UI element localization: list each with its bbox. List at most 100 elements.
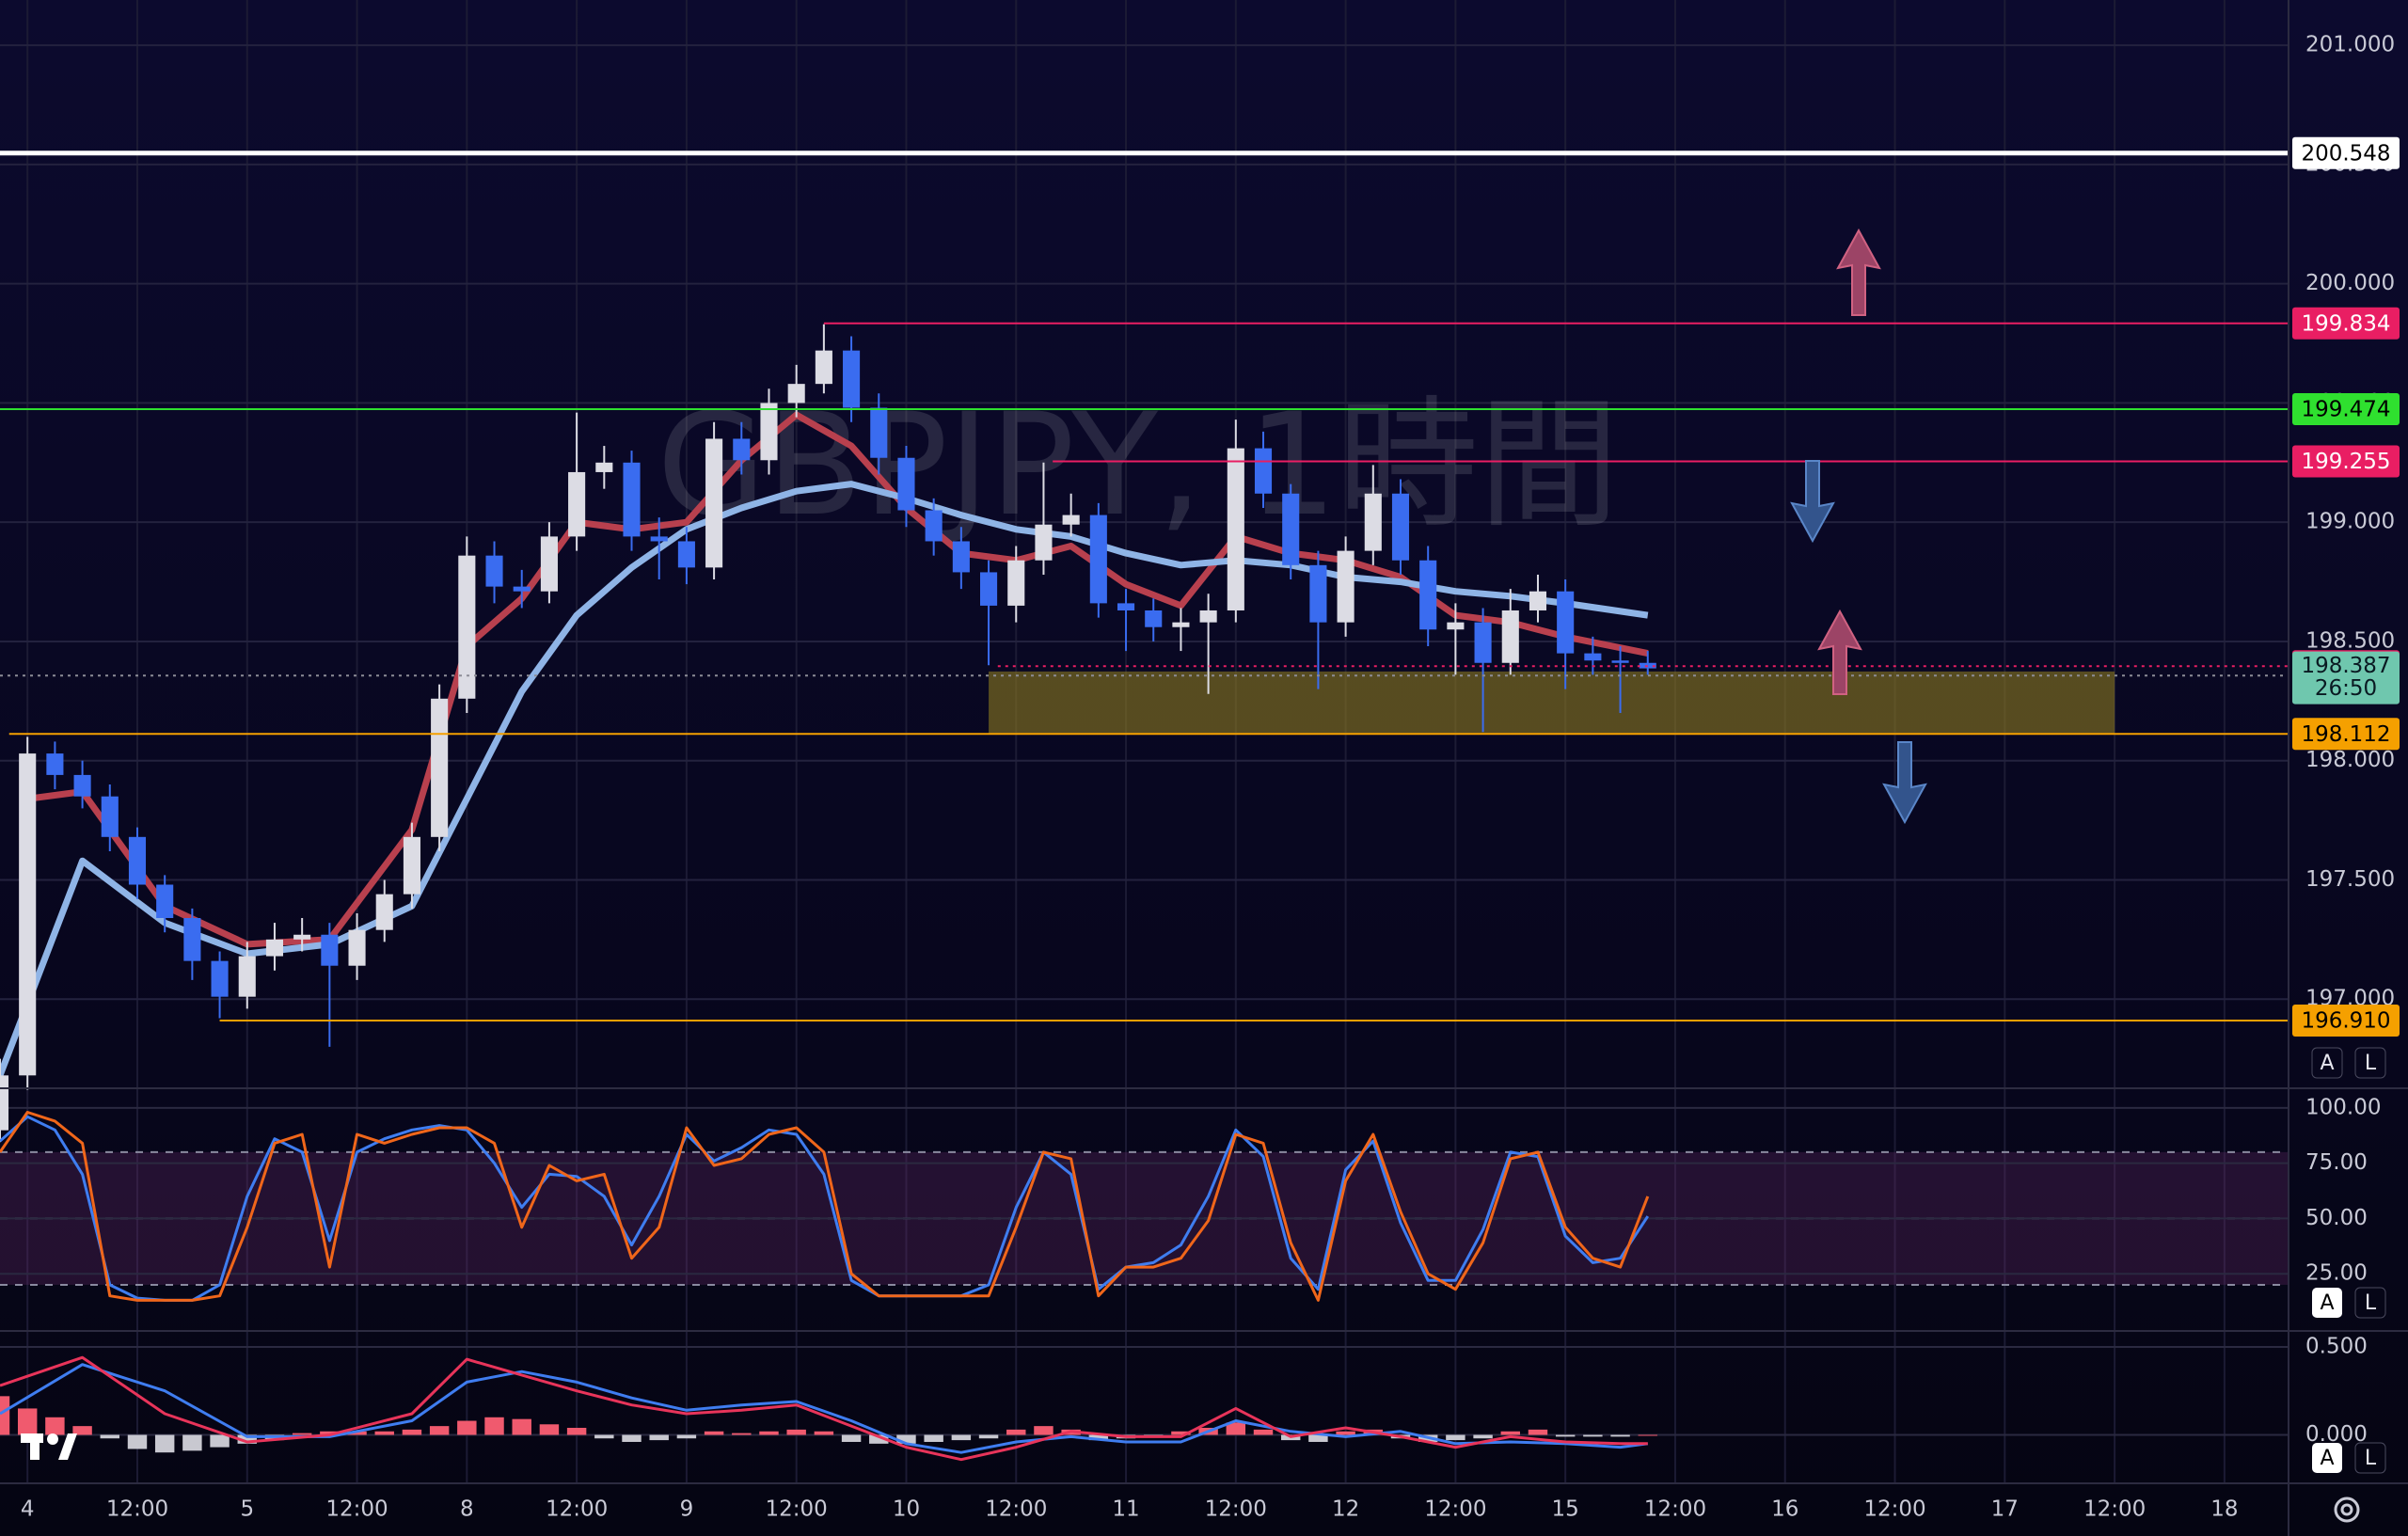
log-button[interactable] <box>2354 1287 2386 1319</box>
y-tick-label: 100.00 <box>2305 1095 2381 1119</box>
price-badge <box>2292 1005 2400 1037</box>
x-tick-label: 17 <box>1991 1497 2019 1522</box>
last-price-badge <box>2292 651 2400 705</box>
histogram-bar <box>649 1434 669 1441</box>
histogram-bar <box>17 1408 38 1435</box>
x-tick-label: 5 <box>240 1497 254 1522</box>
histogram-bar <box>402 1429 422 1435</box>
candle-body <box>321 934 339 966</box>
x-tick-label: 8 <box>460 1497 474 1522</box>
settings-button[interactable] <box>2334 1496 2360 1523</box>
log-button[interactable] <box>2354 1442 2386 1474</box>
last-price-label: 198.387 <box>2301 654 2390 678</box>
candle-body <box>431 698 449 837</box>
indicator-line <box>0 1111 1650 1302</box>
candle-body <box>293 934 311 940</box>
candle-body <box>1584 653 1602 661</box>
candle-body <box>705 438 723 568</box>
histogram-bar <box>1006 1429 1026 1435</box>
candle-body <box>458 555 476 699</box>
price-badge <box>2292 393 2400 426</box>
x-tick-label: 12 <box>1332 1497 1359 1522</box>
candle-body <box>211 960 229 997</box>
candle-body <box>733 438 751 461</box>
x-tick-label: 12:00 <box>1644 1497 1706 1522</box>
auto-label[interactable]: A <box>2320 1447 2334 1470</box>
up-arrow <box>1817 609 1862 695</box>
x-tick-label: 12:00 <box>985 1497 1047 1522</box>
histogram-bar <box>676 1434 697 1439</box>
candle-body <box>348 929 366 966</box>
histogram-bar <box>1473 1434 1493 1439</box>
histogram-bar <box>732 1433 752 1435</box>
auto-button[interactable] <box>2312 1288 2342 1318</box>
histogram-bar <box>374 1431 394 1435</box>
x-tick-label: 12:00 <box>1205 1497 1267 1522</box>
price-badge-label: 198.112 <box>2301 722 2390 747</box>
candle-body <box>403 836 420 895</box>
price-badge <box>2292 307 2400 340</box>
candle-body <box>595 462 613 472</box>
log-button[interactable] <box>2354 1047 2386 1079</box>
log-label[interactable]: L <box>2365 1291 2377 1315</box>
candle-body <box>1391 493 1410 561</box>
histogram-bar <box>924 1434 943 1442</box>
histogram-bar <box>1088 1434 1109 1441</box>
candle-body <box>46 753 64 775</box>
y-tick-label: 0.000 <box>2305 1422 2368 1447</box>
candle-body <box>73 774 91 797</box>
y-tick-label: 25.00 <box>2305 1261 2368 1286</box>
candle-body <box>1117 603 1135 610</box>
candle-body <box>815 350 832 385</box>
price-badge-label: 199.474 <box>2301 398 2390 422</box>
histogram-bar <box>127 1434 148 1449</box>
candle-body <box>952 541 970 573</box>
candle-body <box>540 536 558 592</box>
x-tick-label: 16 <box>1771 1497 1798 1522</box>
histogram-bar <box>237 1434 257 1444</box>
histogram-bar <box>704 1431 724 1435</box>
candle-body <box>485 555 503 587</box>
candle-body <box>156 884 174 919</box>
candle-body <box>1282 493 1300 565</box>
candle-body <box>1227 448 1244 610</box>
candle-body <box>843 350 861 408</box>
scale-buttons: A L A L A L <box>2311 1047 2386 1474</box>
candle-body <box>19 753 37 1076</box>
down-arrow <box>1790 460 1835 544</box>
x-tick-label: 15 <box>1552 1497 1579 1522</box>
candle-body <box>0 1075 9 1131</box>
histogram-bar <box>951 1434 972 1441</box>
y-tick-label: 0.500 <box>2305 1334 2368 1358</box>
auto-label[interactable]: A <box>2320 1052 2334 1075</box>
histogram-bar <box>1638 1434 1657 1436</box>
candle-body <box>1035 524 1053 561</box>
histogram-bar <box>896 1434 916 1444</box>
auto-label[interactable]: A <box>2320 1291 2334 1315</box>
log-label[interactable]: L <box>2365 1447 2377 1470</box>
candle-body <box>623 462 641 537</box>
histogram-bar <box>484 1417 504 1435</box>
candle-body <box>1145 610 1163 627</box>
y-tick-label: 201.000 <box>2305 33 2395 57</box>
candle-body <box>980 572 998 606</box>
y-tick-label: 200.000 <box>2305 271 2395 295</box>
histogram-bar <box>182 1434 202 1451</box>
histogram-bar <box>1500 1431 1520 1435</box>
candle-body <box>513 586 531 592</box>
log-label[interactable]: L <box>2365 1052 2377 1075</box>
x-tick-label: 11 <box>1112 1497 1139 1522</box>
y-tick-label: 198.500 <box>2305 628 2395 653</box>
y-tick-label: 75.00 <box>2305 1150 2368 1175</box>
candle-body <box>760 403 778 461</box>
auto-button[interactable] <box>2312 1443 2342 1473</box>
histogram-bar <box>1446 1434 1465 1441</box>
candle-body <box>183 918 201 961</box>
histogram-bar <box>841 1434 862 1442</box>
histogram-bar <box>566 1428 587 1435</box>
indicator-line <box>0 1363 1648 1454</box>
histogram-bar <box>622 1434 642 1442</box>
auto-button[interactable] <box>2311 1047 2343 1079</box>
